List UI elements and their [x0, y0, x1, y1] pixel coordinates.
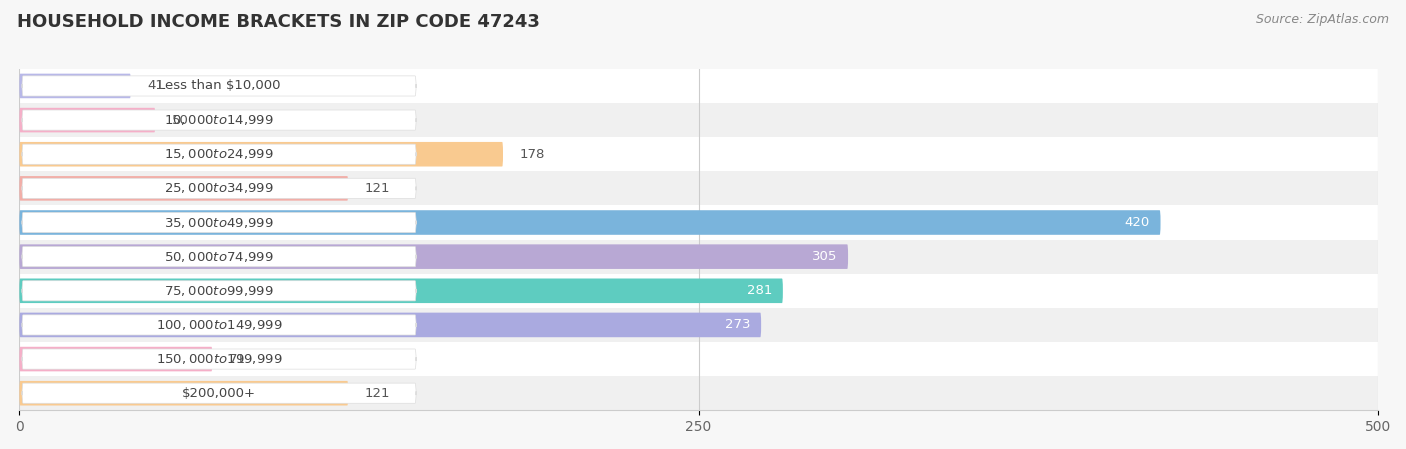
- Text: $75,000 to $99,999: $75,000 to $99,999: [165, 284, 274, 298]
- FancyBboxPatch shape: [20, 142, 503, 167]
- Text: 420: 420: [1125, 216, 1150, 229]
- Text: 273: 273: [724, 318, 751, 331]
- Bar: [20, 103, 1378, 137]
- Text: $200,000+: $200,000+: [181, 387, 256, 400]
- FancyBboxPatch shape: [22, 144, 416, 164]
- Text: $15,000 to $24,999: $15,000 to $24,999: [165, 147, 274, 161]
- Bar: [20, 308, 1378, 342]
- Text: Source: ZipAtlas.com: Source: ZipAtlas.com: [1256, 13, 1389, 26]
- Bar: [20, 172, 1378, 206]
- Bar: [20, 137, 1378, 172]
- FancyBboxPatch shape: [22, 178, 416, 198]
- Bar: [20, 376, 1378, 410]
- FancyBboxPatch shape: [20, 244, 848, 269]
- FancyBboxPatch shape: [22, 315, 416, 335]
- FancyBboxPatch shape: [20, 347, 212, 371]
- FancyBboxPatch shape: [22, 383, 416, 403]
- FancyBboxPatch shape: [22, 212, 416, 233]
- Text: 50: 50: [172, 114, 188, 127]
- FancyBboxPatch shape: [20, 108, 155, 132]
- FancyBboxPatch shape: [20, 176, 349, 201]
- Bar: [20, 274, 1378, 308]
- Text: $35,000 to $49,999: $35,000 to $49,999: [165, 216, 274, 229]
- Text: $25,000 to $34,999: $25,000 to $34,999: [165, 181, 274, 195]
- Text: 121: 121: [364, 182, 389, 195]
- FancyBboxPatch shape: [20, 210, 1160, 235]
- Text: HOUSEHOLD INCOME BRACKETS IN ZIP CODE 47243: HOUSEHOLD INCOME BRACKETS IN ZIP CODE 47…: [17, 13, 540, 31]
- Text: $100,000 to $149,999: $100,000 to $149,999: [156, 318, 283, 332]
- FancyBboxPatch shape: [20, 278, 783, 303]
- FancyBboxPatch shape: [20, 313, 761, 337]
- Text: $10,000 to $14,999: $10,000 to $14,999: [165, 113, 274, 127]
- Text: 41: 41: [148, 79, 165, 92]
- Bar: [20, 240, 1378, 274]
- Text: 178: 178: [519, 148, 544, 161]
- Bar: [20, 206, 1378, 240]
- Bar: [20, 69, 1378, 103]
- Text: Less than $10,000: Less than $10,000: [157, 79, 280, 92]
- Bar: [20, 342, 1378, 376]
- FancyBboxPatch shape: [22, 247, 416, 267]
- FancyBboxPatch shape: [22, 349, 416, 369]
- FancyBboxPatch shape: [22, 76, 416, 96]
- Text: $50,000 to $74,999: $50,000 to $74,999: [165, 250, 274, 264]
- FancyBboxPatch shape: [22, 110, 416, 130]
- Text: 281: 281: [747, 284, 772, 297]
- FancyBboxPatch shape: [20, 381, 349, 405]
- FancyBboxPatch shape: [22, 281, 416, 301]
- Text: 121: 121: [364, 387, 389, 400]
- FancyBboxPatch shape: [20, 74, 131, 98]
- Text: $150,000 to $199,999: $150,000 to $199,999: [156, 352, 283, 366]
- Text: 305: 305: [811, 250, 837, 263]
- Text: 71: 71: [229, 352, 246, 365]
